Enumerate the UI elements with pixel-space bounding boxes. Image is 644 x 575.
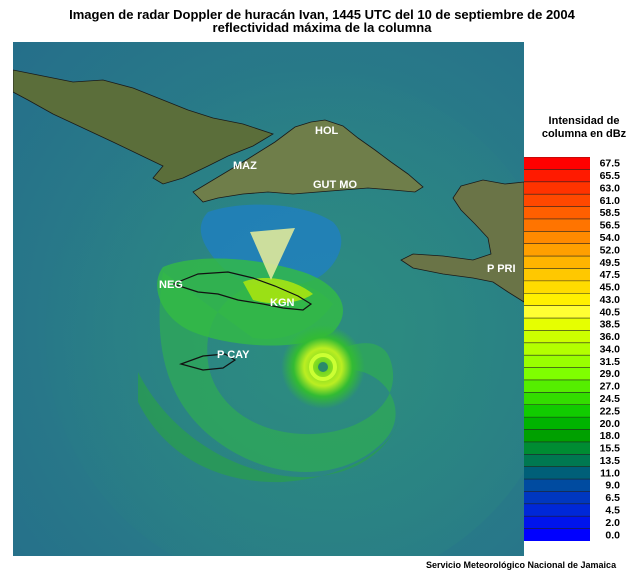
legend-value-label: 15.5 (600, 443, 621, 455)
legend-swatch (524, 355, 590, 369)
hurricane-eye (318, 362, 328, 372)
hispaniola-landmass (400, 179, 524, 303)
legend-value-label: 29.0 (600, 368, 621, 380)
legend-title-line1: Intensidad de (548, 115, 620, 127)
hurricane-eye-ring (309, 353, 337, 381)
legend-swatch (524, 206, 590, 220)
legend-value-label: 36.0 (600, 331, 621, 343)
station-kgn: KGN (270, 297, 295, 309)
legend-value-label: 43.0 (600, 294, 621, 306)
legend-swatch (524, 305, 590, 319)
legend-value-label: 45.0 (600, 282, 621, 294)
legend-swatch (524, 404, 590, 418)
legend-swatch (524, 157, 590, 170)
station-hol: HOL (315, 125, 339, 137)
legend-value-label: 6.5 (605, 492, 620, 504)
station-gutmo: GUT MO (313, 179, 357, 191)
legend-swatch (524, 194, 590, 208)
legend-swatch (524, 454, 590, 468)
legend-value-label: 34.0 (600, 343, 621, 355)
legend-value-label: 54.0 (600, 232, 621, 244)
station-maz: MAZ (233, 160, 257, 172)
cuba-west-landmass (13, 69, 274, 185)
legend-value-label: 0.0 (605, 529, 620, 541)
legend-swatch (524, 330, 590, 344)
map-subtitle: reflectividad máxima de la columna (212, 20, 432, 35)
legend-value-label: 67.5 (600, 158, 621, 170)
legend-swatch (524, 293, 590, 307)
legend-value-label: 18.0 (600, 430, 621, 442)
legend-value-label: 31.5 (600, 356, 621, 368)
legend-swatch (524, 169, 590, 183)
legend-value-label: 9.0 (605, 480, 620, 492)
legend-value-label: 40.5 (600, 306, 621, 318)
legend-swatch (524, 256, 590, 269)
legend-value-label: 58.5 (600, 207, 621, 219)
legend-swatch (524, 466, 590, 480)
legend-title: Intensidad de columna en dBz (528, 115, 640, 141)
legend-swatch (524, 479, 590, 492)
legend-swatch (524, 379, 590, 393)
legend-swatch (524, 280, 590, 294)
legend-swatch (524, 429, 590, 443)
legend-value-label: 20.0 (600, 418, 621, 430)
cuba-landmass (192, 119, 424, 203)
legend-swatch (524, 491, 590, 505)
legend-value-label: 2.0 (605, 517, 620, 529)
legend-value-label: 27.0 (600, 381, 621, 393)
legend-title-line2: columna en dBz (541, 128, 627, 140)
radar-blockage-wedge (250, 228, 295, 280)
legend-swatch (524, 417, 590, 431)
legend-value-label: 65.5 (600, 170, 621, 182)
legend-value-label: 61.0 (600, 195, 621, 207)
south-rainband (138, 372, 398, 483)
legend-swatch (524, 367, 590, 381)
radar-map: HOL MAZ GUT MO NEG KGN P PRI P CAY (13, 42, 524, 556)
legend-swatch (524, 441, 590, 455)
legend-value-label: 56.5 (600, 220, 621, 232)
credit-text: Servicio Meteorológico Nacional de Jamai… (426, 560, 617, 570)
jamaica-outline (171, 271, 313, 311)
legend-swatch (524, 318, 590, 331)
station-pcay: P CAY (217, 349, 250, 361)
legend-swatch (524, 231, 590, 245)
station-ppri: P PRI (487, 263, 516, 275)
legend-swatch (524, 268, 590, 282)
legend-swatch (524, 342, 590, 356)
legend-value-label: 4.5 (605, 505, 620, 517)
outer-rainband (159, 272, 396, 472)
legend-swatch (524, 243, 590, 257)
legend-value-label: 47.5 (600, 269, 621, 281)
cayman-outline (179, 353, 237, 371)
dbz-color-scale: 67.565.563.061.058.556.554.052.049.547.5… (524, 157, 621, 541)
legend-value-label: 11.0 (600, 467, 620, 479)
legend-swatch (524, 516, 590, 530)
legend-swatch (524, 181, 590, 195)
legend-swatch (524, 528, 590, 541)
legend-value-label: 52.0 (600, 244, 621, 256)
legend-value-label: 13.5 (600, 455, 621, 467)
map-title: Imagen de radar Doppler de huracán Ivan,… (69, 7, 575, 22)
legend-value-label: 63.0 (600, 182, 621, 194)
legend-value-label: 22.5 (600, 405, 621, 417)
legend-swatch (524, 503, 590, 517)
legend-value-label: 49.5 (600, 257, 621, 269)
inner-band-bright (243, 278, 313, 304)
station-neg: NEG (159, 279, 183, 291)
legend-value-label: 38.5 (600, 319, 621, 331)
legend-value-label: 24.5 (600, 393, 621, 405)
legend-swatch (524, 218, 590, 232)
legend-swatch (524, 392, 590, 406)
